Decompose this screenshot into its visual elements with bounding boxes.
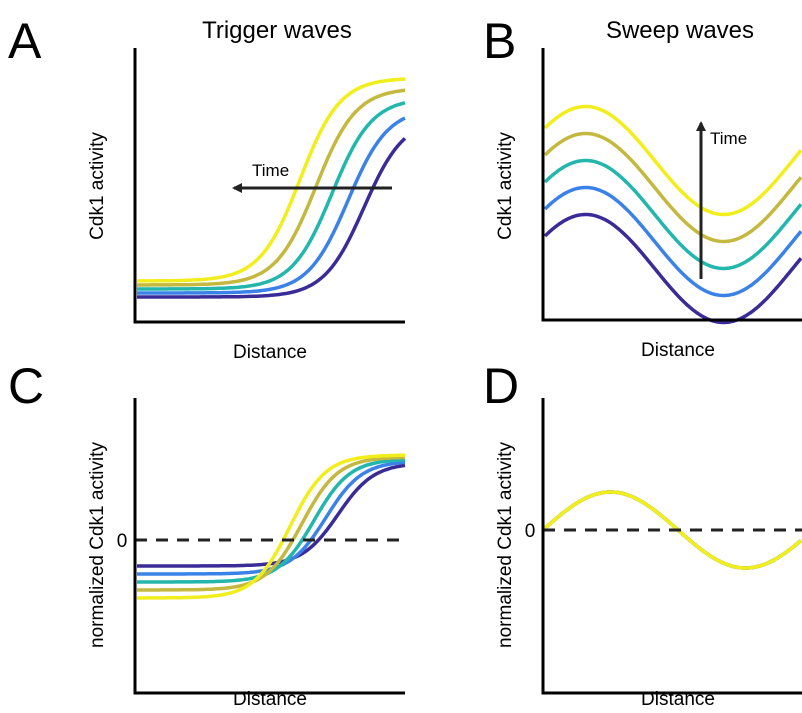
panel-title: Sweep waves: [606, 17, 754, 44]
axes: [541, 398, 802, 695]
curve: [137, 453, 406, 600]
curves: [543, 490, 802, 570]
panel-letter: B: [483, 13, 516, 69]
curve: [137, 460, 406, 576]
curve: [543, 490, 802, 570]
panel-letter: D: [483, 358, 519, 414]
curve: [543, 131, 802, 244]
panel-letter: A: [8, 13, 42, 69]
curve: [137, 88, 406, 287]
curve: [137, 116, 406, 295]
curves: [137, 77, 407, 299]
y-label: Cdk1 activity: [87, 132, 108, 240]
zero-label: 0: [117, 531, 128, 552]
curves: [543, 104, 802, 325]
y-label: normalized Cdk1 activity: [495, 442, 516, 648]
axes: [541, 48, 802, 322]
curve: [137, 137, 407, 299]
curves: [137, 453, 406, 600]
panel-letter: C: [8, 358, 44, 414]
curve: [137, 77, 406, 283]
curve: [137, 455, 406, 592]
curve: [543, 104, 802, 217]
panel-title: Trigger waves: [202, 17, 352, 44]
zero-label: 0: [525, 521, 536, 542]
x-label: Distance: [233, 342, 307, 363]
curve: [137, 463, 406, 568]
curve: [543, 212, 802, 325]
y-label: normalized Cdk1 activity: [87, 442, 108, 648]
x-label: Distance: [641, 340, 715, 361]
y-label: Cdk1 activity: [495, 132, 516, 240]
curve: [543, 185, 802, 298]
axes: [133, 398, 405, 695]
curve: [137, 101, 406, 291]
axes: [133, 48, 405, 324]
annotation: Time: [252, 161, 289, 180]
curve: [543, 158, 802, 271]
annotation: Time: [710, 129, 747, 148]
